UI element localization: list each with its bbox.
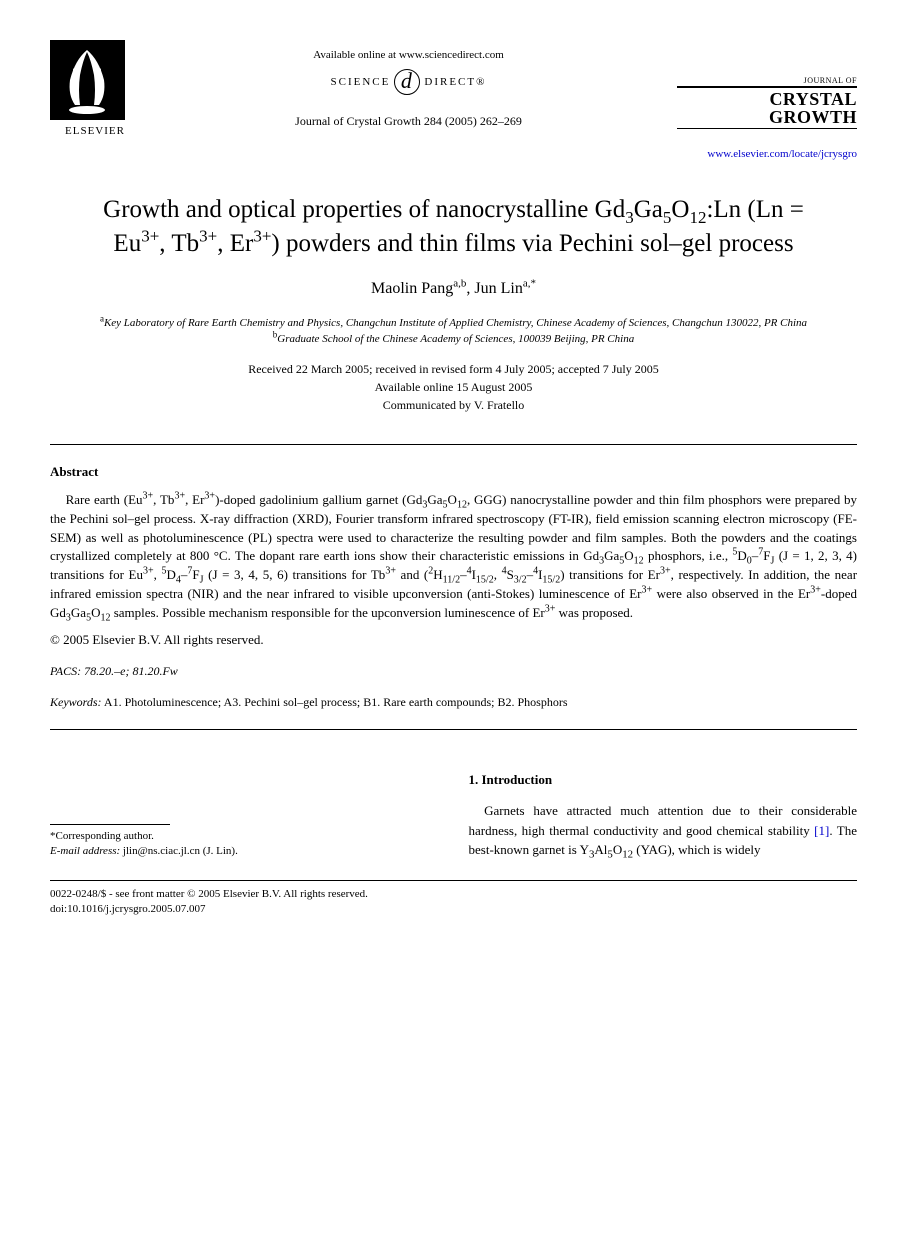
authors: Maolin Panga,b, Jun Lina,* — [50, 278, 857, 300]
pacs-value: 78.20.–e; 81.20.Fw — [84, 664, 178, 678]
received-date: Received 22 March 2005; received in revi… — [50, 360, 857, 378]
article-title: Growth and optical properties of nanocry… — [90, 193, 817, 261]
journal-reference: Journal of Crystal Growth 284 (2005) 262… — [140, 113, 677, 130]
sd-d-icon: d — [394, 69, 420, 95]
corresponding-author: *Corresponding author. — [50, 829, 439, 844]
affiliations: aKey Laboratory of Rare Earth Chemistry … — [50, 315, 857, 348]
science-text: SCIENCE — [331, 75, 391, 90]
keywords-value: A1. Photoluminescence; A3. Pechini sol–g… — [104, 695, 568, 709]
introduction-text: Garnets have attracted much attention du… — [469, 801, 858, 860]
copyright: © 2005 Elsevier B.V. All rights reserved… — [50, 631, 857, 649]
footnote-divider — [50, 824, 170, 825]
header-row: ELSEVIER Available online at www.science… — [50, 40, 857, 139]
journal-of-text: JOURNAL OF — [677, 75, 857, 86]
elsevier-logo: ELSEVIER — [50, 40, 140, 139]
right-column: 1. Introduction Garnets have attracted m… — [469, 770, 858, 860]
corresponding-footnote: *Corresponding author. E-mail address: j… — [50, 829, 439, 860]
science-direct-logo: SCIENCE d DIRECT® — [140, 69, 677, 95]
abstract-heading: Abstract — [50, 463, 857, 481]
footer: 0022-0248/$ - see front matter © 2005 El… — [50, 887, 857, 918]
divider — [50, 444, 857, 445]
footer-divider — [50, 880, 857, 881]
keywords-label: Keywords: — [50, 695, 102, 709]
pacs: PACS: 78.20.–e; 81.20.Fw — [50, 663, 857, 680]
online-date: Available online 15 August 2005 — [50, 378, 857, 396]
direct-text: DIRECT® — [424, 75, 486, 90]
front-matter: 0022-0248/$ - see front matter © 2005 El… — [50, 887, 857, 902]
email-line: E-mail address: jlin@ns.ciac.jl.cn (J. L… — [50, 844, 439, 859]
communicated-by: Communicated by V. Fratello — [50, 396, 857, 414]
email-address: jlin@ns.ciac.jl.cn (J. Lin). — [123, 845, 238, 857]
email-label: E-mail address: — [50, 845, 120, 857]
pacs-label: PACS: — [50, 664, 81, 678]
keywords: Keywords: A1. Photoluminescence; A3. Pec… — [50, 694, 857, 711]
introduction-heading: 1. Introduction — [469, 770, 858, 790]
journal-url[interactable]: www.elsevier.com/locate/jcrysgro — [50, 147, 857, 162]
journal-logo: JOURNAL OF CRYSTAL GROWTH — [677, 40, 857, 129]
two-column-body: *Corresponding author. E-mail address: j… — [50, 770, 857, 860]
elsevier-text: ELSEVIER — [50, 124, 140, 139]
left-column: *Corresponding author. E-mail address: j… — [50, 770, 439, 860]
article-dates: Received 22 March 2005; received in revi… — [50, 360, 857, 414]
doi: doi:10.1016/j.jcrysgro.2005.07.007 — [50, 902, 857, 917]
available-online-text: Available online at www.sciencedirect.co… — [140, 48, 677, 63]
abstract-body: Rare earth (Eu3+, Tb3+, Er3+)-doped gado… — [50, 491, 857, 623]
center-header: Available online at www.sciencedirect.co… — [140, 40, 677, 130]
elsevier-tree-icon — [50, 40, 125, 120]
divider — [50, 729, 857, 730]
crystal-growth-text: CRYSTAL GROWTH — [677, 86, 857, 129]
